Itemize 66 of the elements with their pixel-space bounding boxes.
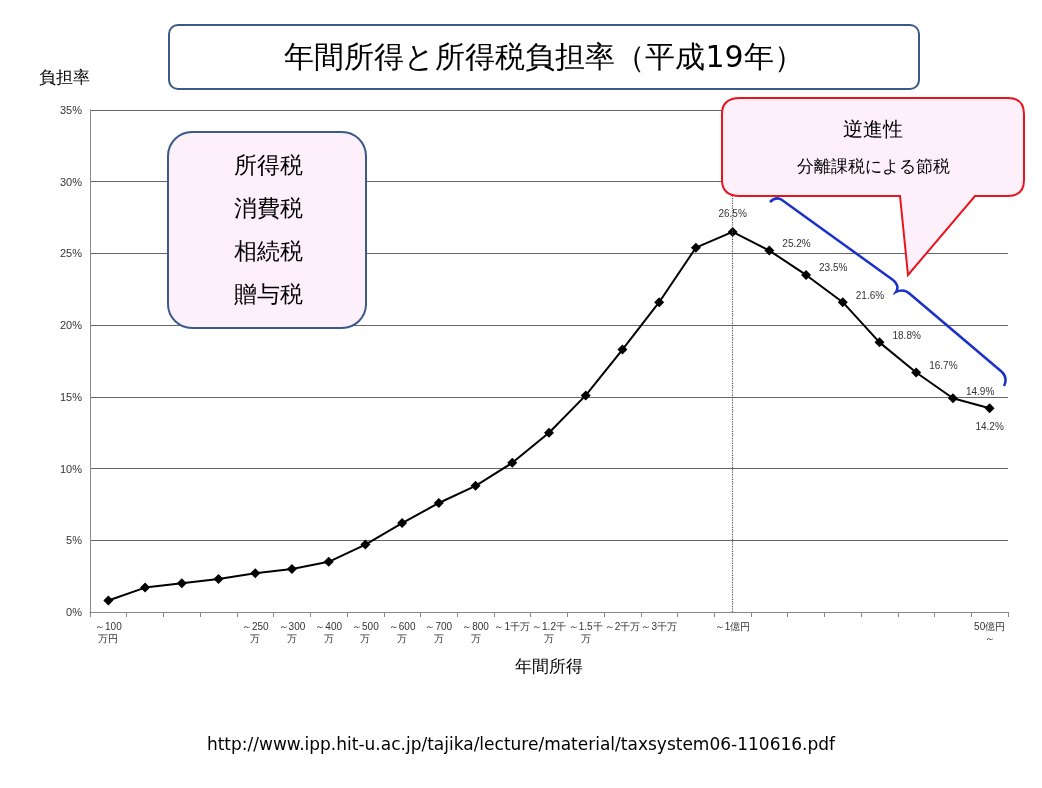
annotation: 相続税 xyxy=(232,237,304,266)
point xyxy=(213,574,224,585)
y-tick-label: 10% xyxy=(59,462,83,475)
point xyxy=(507,457,518,468)
x-tick-label: ～500万 xyxy=(352,620,380,644)
annotation: 分離課税による節税 xyxy=(795,155,951,178)
point xyxy=(801,269,812,280)
y-tick-label: 30% xyxy=(59,175,83,188)
point xyxy=(544,427,554,438)
point xyxy=(727,226,738,237)
point xyxy=(397,518,408,529)
x-tick-label: 50億円～ xyxy=(974,620,1006,644)
point xyxy=(947,393,958,404)
x-tick-label: ～100万円 xyxy=(95,620,123,644)
data-label: 14.2% xyxy=(975,420,1004,432)
annotation: 所得税 xyxy=(232,151,304,180)
point xyxy=(176,578,187,589)
point xyxy=(323,556,334,567)
annotation: 消費税 xyxy=(232,194,304,223)
y-tick-label: 15% xyxy=(59,390,83,403)
point xyxy=(654,297,665,308)
point xyxy=(690,242,701,253)
x-tick-label: ～800万 xyxy=(462,620,490,644)
y-tick-label: 0% xyxy=(66,606,83,618)
y-axis-title: 負担率 xyxy=(39,68,90,87)
y-tick-label: 5% xyxy=(66,534,83,547)
x-tick-label: ～700万 xyxy=(425,620,453,644)
point xyxy=(103,595,114,606)
data-label: 26.5% xyxy=(718,208,747,220)
y-tick-label: 20% xyxy=(59,319,83,332)
x-tick-label: ～1千万 xyxy=(494,620,531,632)
x-tick-label: ～1.5千万 xyxy=(568,620,603,644)
point xyxy=(874,337,885,348)
x-tick-label: ～600万 xyxy=(388,620,416,644)
point xyxy=(580,390,591,401)
x-tick-label: ～2千万 xyxy=(604,620,641,632)
data-label: 14.9% xyxy=(965,385,995,397)
point xyxy=(360,539,371,550)
data-label: 18.8% xyxy=(892,329,921,341)
point xyxy=(250,568,261,579)
point xyxy=(140,582,151,593)
point xyxy=(837,297,848,308)
y-tick-label: 35% xyxy=(59,104,83,116)
chart-title: 年間所得と所得税負担率（平成19年） xyxy=(168,24,920,90)
annotation: 逆進性 xyxy=(842,116,904,143)
annotation: 贈与税 xyxy=(232,280,304,309)
data-label: 21.6% xyxy=(855,289,885,301)
point xyxy=(433,497,444,508)
data-label: 25.2% xyxy=(782,238,811,250)
point xyxy=(911,367,922,378)
point xyxy=(764,245,775,256)
x-tick-label: ～250万 xyxy=(241,620,270,644)
text: http://www.ipp.hit-u.ac.jp/tajika/lecture/material/taxsystem06-110616.pdf xyxy=(205,734,837,754)
data-label: 16.7% xyxy=(929,359,958,371)
x-tick-label: ～300万 xyxy=(278,620,306,644)
x-tick-label: ～3千万 xyxy=(641,620,677,632)
y-tick-label: 25% xyxy=(59,247,83,260)
point xyxy=(286,563,297,574)
point xyxy=(984,403,995,414)
point xyxy=(470,480,481,491)
point xyxy=(617,344,628,355)
x-tick-label: ～1.2千万 xyxy=(532,620,566,644)
x-tick-label: ～400万 xyxy=(315,620,343,644)
x-tick-label: ～1億円 xyxy=(714,620,751,632)
x-axis-title: 年間所得 xyxy=(515,657,583,676)
data-label: 23.5% xyxy=(819,262,848,274)
